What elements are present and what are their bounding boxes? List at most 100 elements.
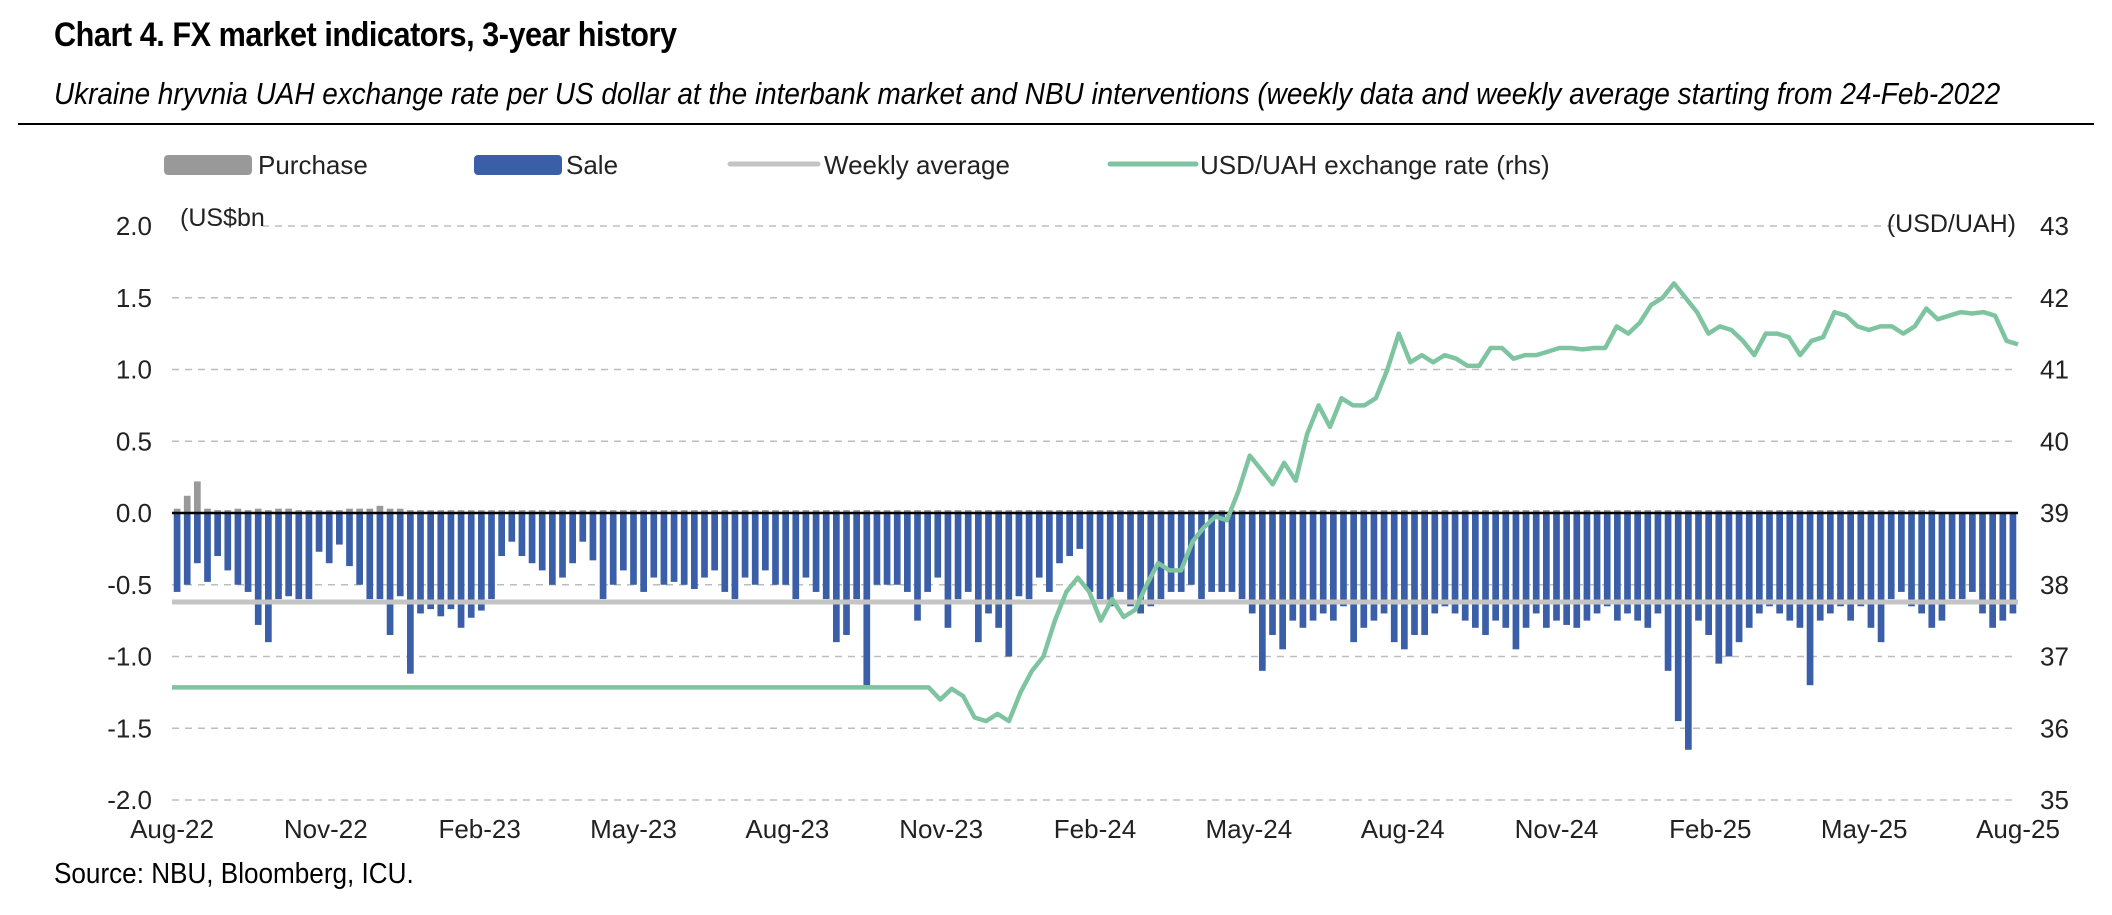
- sale-bar: [1512, 513, 1520, 650]
- sale-bar: [1451, 513, 1459, 614]
- sale-bar: [538, 513, 546, 571]
- sale-bar: [366, 513, 374, 600]
- sale-bar: [1553, 513, 1560, 621]
- purchase-bar: [336, 510, 343, 513]
- purchase-bar: [1522, 510, 1530, 513]
- x-tick-label: Aug-23: [745, 814, 829, 844]
- sale-bar: [1756, 513, 1763, 614]
- sale-bar: [893, 513, 901, 585]
- sale-bar: [914, 513, 921, 621]
- right-tick-label: 42: [2040, 283, 2069, 313]
- purchase-bar: [904, 510, 911, 513]
- left-axis-unit: (US$bn: [180, 204, 265, 232]
- purchase-bar: [873, 510, 881, 513]
- sale-bar: [1674, 513, 1682, 722]
- sale-bar: [843, 513, 850, 635]
- sale-bar: [802, 513, 810, 578]
- sale-bar: [1603, 513, 1611, 607]
- sale-bar: [1685, 513, 1692, 750]
- purchase-bar: [346, 508, 353, 513]
- purchase-bar: [670, 510, 678, 513]
- sale-bar: [995, 513, 1002, 628]
- sale-bar: [417, 513, 424, 614]
- sale-bar: [1776, 513, 1783, 614]
- purchase-bar: [701, 510, 708, 513]
- purchase-bar: [437, 510, 445, 513]
- purchase-bar: [1745, 510, 1753, 513]
- purchase-bar: [234, 508, 242, 513]
- sale-bar: [1634, 513, 1641, 621]
- purchase-bar: [1512, 510, 1520, 513]
- purchase-bar: [1340, 510, 1347, 513]
- x-tick-label: Aug-25: [1976, 814, 2060, 844]
- sale-bar: [944, 513, 952, 628]
- chart-title: Chart 4. FX market indicators, 3-year hi…: [54, 16, 677, 54]
- purchase-bar: [1898, 510, 1905, 513]
- sale-bar: [1228, 513, 1236, 592]
- sale-bar: [1035, 513, 1043, 578]
- sale-bar: [883, 513, 891, 585]
- sale-bar: [1989, 513, 1996, 628]
- sale-bar: [1887, 513, 1895, 600]
- left-tick-label: 0.5: [116, 426, 152, 456]
- purchase-bar: [183, 495, 191, 513]
- sale-bar: [427, 513, 434, 610]
- sale-bar: [1147, 513, 1155, 607]
- sale-bar: [1847, 513, 1854, 621]
- purchase-bar: [1654, 510, 1662, 513]
- sale-bar: [1664, 513, 1672, 671]
- sale-bar: [1644, 513, 1652, 628]
- sale-bar: [1958, 513, 1966, 600]
- sale-bar: [1695, 513, 1702, 621]
- purchase-bar: [1390, 510, 1398, 513]
- sale-bar: [1360, 513, 1368, 628]
- purchase-bar: [975, 510, 982, 513]
- purchase-bar: [964, 510, 972, 513]
- sale-bar: [437, 513, 445, 617]
- sale-bar: [1614, 513, 1621, 621]
- purchase-bar: [1269, 510, 1276, 513]
- purchase-bar: [1816, 510, 1824, 513]
- sale-bar: [751, 513, 759, 585]
- sale-bar: [1492, 513, 1499, 621]
- sale-bar: [1299, 513, 1307, 628]
- purchase-bar: [244, 510, 252, 513]
- purchase-bar: [1725, 510, 1733, 513]
- sale-bar: [762, 513, 769, 571]
- sale-bar: [904, 513, 911, 592]
- sale-bar: [1340, 513, 1347, 607]
- x-tick-label: Aug-24: [1361, 814, 1445, 844]
- x-axis: Aug-22 Nov-22 Feb-23 May-23 Aug-23 Nov-23 Feb-…: [130, 814, 2060, 844]
- purchase-bar: [1066, 510, 1073, 513]
- purchase-bar: [660, 510, 668, 513]
- right-tick-label: 41: [2040, 355, 2069, 385]
- sale-bar: [396, 513, 404, 597]
- purchase-bar: [1127, 510, 1134, 513]
- purchase-bar: [1431, 510, 1439, 513]
- purchase-bar: [1177, 510, 1185, 513]
- purchase-bar: [1705, 510, 1712, 513]
- purchase-bar: [295, 510, 303, 513]
- sale-bar: [336, 513, 343, 545]
- purchase-bar: [1847, 510, 1854, 513]
- purchase-bar: [1806, 510, 1814, 513]
- purchase-bar: [1309, 510, 1317, 513]
- purchase-bar: [173, 508, 181, 513]
- purchase-bar: [1046, 510, 1053, 513]
- purchase-bar: [325, 510, 333, 513]
- sale-bar: [853, 513, 860, 600]
- purchase-bar: [1472, 510, 1479, 513]
- left-tick-label: -0.5: [107, 570, 152, 600]
- purchase-bar: [1918, 510, 1925, 513]
- sale-bar: [1593, 513, 1601, 614]
- sale-bar: [1421, 513, 1428, 635]
- purchase-bar: [1319, 510, 1327, 513]
- right-tick-label: 39: [2040, 498, 2069, 528]
- purchase-bar: [1157, 510, 1165, 513]
- purchase-bar: [396, 508, 404, 513]
- purchase-bar: [1370, 510, 1378, 513]
- purchase-bar: [1401, 510, 1408, 513]
- sale-bar: [376, 513, 384, 600]
- purchase-bar: [822, 510, 830, 513]
